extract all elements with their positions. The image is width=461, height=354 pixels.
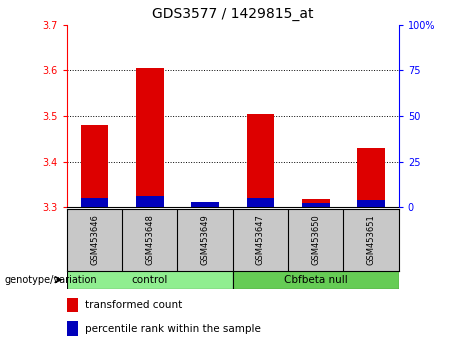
Bar bbox=[67, 297, 78, 313]
Bar bbox=[136, 68, 164, 207]
Bar bbox=[67, 271, 233, 289]
Text: genotype/variation: genotype/variation bbox=[5, 275, 97, 285]
Bar bbox=[81, 125, 108, 207]
Text: GSM453651: GSM453651 bbox=[366, 215, 376, 265]
Title: GDS3577 / 1429815_at: GDS3577 / 1429815_at bbox=[152, 7, 313, 21]
Bar bbox=[191, 202, 219, 207]
Bar bbox=[302, 204, 330, 207]
Bar bbox=[302, 199, 330, 207]
Text: transformed count: transformed count bbox=[85, 300, 183, 310]
Bar bbox=[357, 200, 385, 207]
Bar bbox=[247, 114, 274, 207]
Bar bbox=[136, 196, 164, 207]
Text: percentile rank within the sample: percentile rank within the sample bbox=[85, 324, 261, 334]
Text: GSM453648: GSM453648 bbox=[145, 215, 154, 265]
Text: Cbfbeta null: Cbfbeta null bbox=[284, 275, 348, 285]
Text: control: control bbox=[132, 275, 168, 285]
Bar bbox=[67, 321, 78, 336]
Text: GSM453646: GSM453646 bbox=[90, 215, 99, 265]
Text: GSM453647: GSM453647 bbox=[256, 215, 265, 265]
Bar bbox=[81, 198, 108, 207]
Bar bbox=[191, 205, 219, 207]
Bar bbox=[357, 148, 385, 207]
Bar bbox=[247, 198, 274, 207]
Bar bbox=[233, 271, 399, 289]
Text: GSM453649: GSM453649 bbox=[201, 215, 210, 265]
Text: GSM453650: GSM453650 bbox=[311, 215, 320, 265]
